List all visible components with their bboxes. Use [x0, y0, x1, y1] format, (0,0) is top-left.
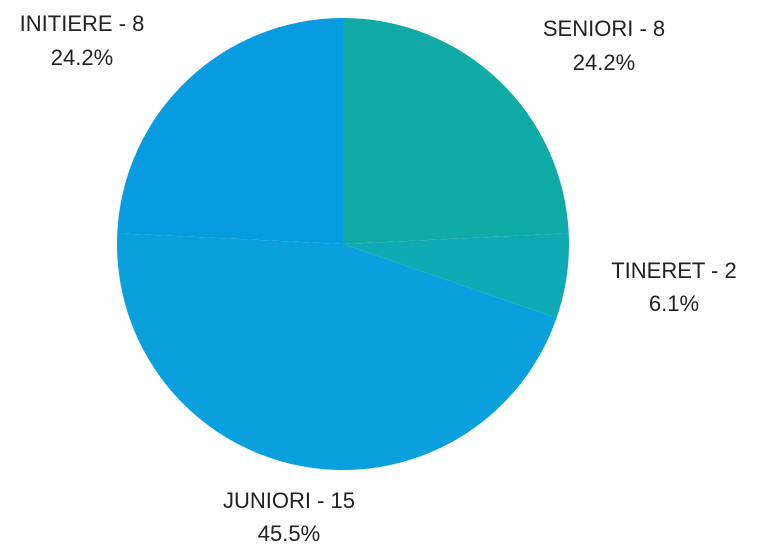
slice-label-seniori: SENIORI - 8 24.2% — [543, 16, 665, 75]
slice-label-tineret-name: TINERET - 2 — [611, 258, 737, 283]
slice-label-juniori-percent: 45.5% — [258, 521, 320, 546]
pie-slice-tineret — [343, 233, 569, 318]
slice-label-seniori-percent: 24.2% — [573, 50, 635, 75]
pie-slice-juniori — [117, 233, 557, 470]
slice-label-seniori-name: SENIORI - 8 — [543, 16, 665, 41]
slice-label-initiere-percent: 24.2% — [51, 45, 113, 70]
slice-label-juniori: JUNIORI - 15 45.5% — [223, 488, 355, 546]
pie-slices — [117, 18, 569, 470]
slice-label-tineret-percent: 6.1% — [649, 291, 699, 316]
slice-label-initiere-name: INITIERE - 8 — [20, 11, 145, 36]
pie-slice-initiere — [117, 18, 343, 244]
slice-label-initiere: INITIERE - 8 24.2% — [20, 11, 145, 70]
slice-label-tineret: TINERET - 2 6.1% — [611, 258, 737, 316]
pie-slice-seniori — [343, 18, 569, 244]
slice-label-juniori-name: JUNIORI - 15 — [223, 488, 355, 513]
